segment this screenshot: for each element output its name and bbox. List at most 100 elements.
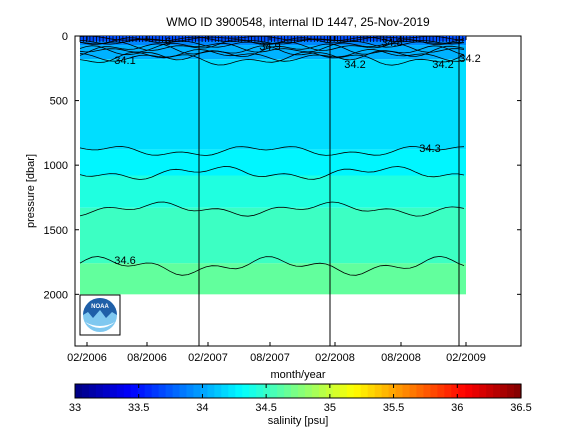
colorbar-cell [102,384,111,398]
x-tick-label: 02/2008 [315,352,355,364]
colorbar-cell [500,384,508,398]
contour-line [79,166,465,180]
logo-bird-shape [83,298,117,318]
colorbar-cell [242,384,250,398]
colorbar-cell [221,384,229,398]
colorbar-cell [430,384,438,398]
contour-line [79,42,465,53]
vertical-markers [198,36,460,346]
colorbar-cell [479,384,487,398]
colorbar-cell [298,384,306,398]
contour-labels: 34.1 34.9 34.2 34.8 34.2 34.2 34.3 34.6 6 [114,36,480,267]
colorbar-cell [395,384,404,398]
colorbar-cell [88,384,97,398]
y-axis-label: pressure [dbar] [25,154,37,228]
colorbar-tick-label: 35 [324,402,336,414]
colorbar-cell [416,384,425,398]
colorbar-cell [458,384,466,398]
colorbar-cell [311,384,320,398]
contour-line [79,37,465,48]
contour-line [79,255,465,276]
colorbar-cell [444,384,452,398]
colorbar-cell [81,384,90,398]
colorbar-cell [423,384,432,398]
colorbar-cell [367,384,376,398]
x-tick-label: 08/2008 [381,352,421,364]
colorbar-cell [388,384,397,398]
contour-label: 34.2 [459,53,480,65]
colorbar-cell [514,384,522,398]
colorbar-cell [472,384,480,398]
colorbar-tick-label: 35.5 [383,402,404,414]
colorbar-cell [353,384,362,398]
colorbar-cell [374,384,383,398]
colorbar-cell [263,384,271,398]
colorbar-cell [451,384,459,398]
colorbar-cell [116,384,125,398]
salinity-band [80,263,466,295]
x-tick-label: 02/2007 [188,352,228,364]
colorbar-cell [151,384,160,398]
colorbar-cell [109,384,118,398]
colorbar-tick-label: 34.5 [255,402,276,414]
colorbar-cell [214,384,222,398]
colorbar-tick-label: 33.5 [128,402,149,414]
colorbar-cell [325,384,334,398]
colorbar-cell [291,384,299,398]
surface-band [80,36,466,42]
x-tick-label: 08/2006 [127,352,167,364]
salinity-bands [80,36,466,295]
y-tick-label: 1000 [44,160,68,172]
noaa-logo: NOAA [79,294,121,336]
colorbar-cell [172,384,181,398]
colorbar-frame [74,383,522,399]
colorbar-tick-label: 36 [451,402,463,414]
colorbar-cell [270,384,278,398]
colorbar-cell [318,384,327,398]
chart-title: WMO ID 3900548, internal ID 1447, 25-Nov… [166,15,430,29]
colorbar-cell [235,384,243,398]
x-tick-label: 08/2007 [250,352,290,364]
colorbar-cell [179,384,188,398]
salinity-band [80,175,466,208]
contour-label: 34.2 [344,59,365,71]
colorbar-cell [304,384,313,398]
colorbar-cell [277,384,285,398]
colorbar: 33 33.5 34 34.5 35 35.5 36 36.5 [69,383,532,414]
y-tick-label: 0 [62,31,68,43]
colorbar-cell [207,384,215,398]
y-axis: 0 500 1000 1500 2000 [44,31,521,301]
colorbar-cell [186,384,195,398]
colorbar-cell [200,384,209,398]
colorbar-cell [402,384,411,398]
colorbar-tick-label: 33 [69,402,81,414]
contour-label: 34.1 [114,55,135,67]
contour-label: 34.2 [432,59,453,71]
y-tick-label: 1500 [44,225,68,237]
colorbar-cell [95,384,104,398]
colorbar-cell [486,384,494,398]
contour-label: 34.6 [114,255,135,267]
logo-wave [85,322,115,328]
colorbar-cell [249,384,257,398]
colorbar-cell [75,384,83,398]
salinity-band [80,149,466,176]
colorbar-label: salinity [psu] [268,415,329,427]
colorbar-cell [346,384,355,398]
y-tick-label: 500 [50,96,68,108]
colorbar-cell [437,384,445,398]
contour-label: 34.8 [381,37,402,49]
colorbar-tick-label: 36.5 [510,402,531,414]
salinity-band [80,207,466,264]
colorbar-cell [409,384,418,398]
colorbar-cell [193,384,202,398]
colorbar-cell [228,384,236,398]
colorbar-cell [137,384,146,398]
contour-line [79,49,465,62]
colorbar-cell [360,384,369,398]
colorbar-cell [130,384,139,398]
colorbar-cell [123,384,132,398]
salinity-band [80,59,466,150]
colorbar-cell [256,384,264,398]
contour-line [79,146,465,156]
